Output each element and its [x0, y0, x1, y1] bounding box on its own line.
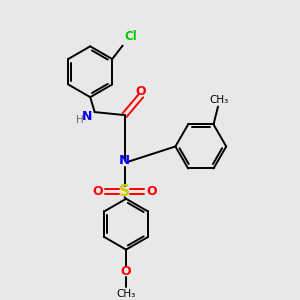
- Text: O: O: [92, 185, 103, 198]
- Text: CH₃: CH₃: [116, 289, 136, 299]
- Text: N: N: [119, 154, 130, 167]
- Text: S: S: [119, 184, 130, 199]
- Text: O: O: [121, 265, 131, 278]
- Text: CH₃: CH₃: [209, 95, 229, 105]
- Text: O: O: [136, 85, 146, 98]
- Text: O: O: [146, 185, 157, 198]
- Text: H: H: [76, 115, 84, 124]
- Text: N: N: [82, 110, 92, 123]
- Text: Cl: Cl: [124, 30, 137, 43]
